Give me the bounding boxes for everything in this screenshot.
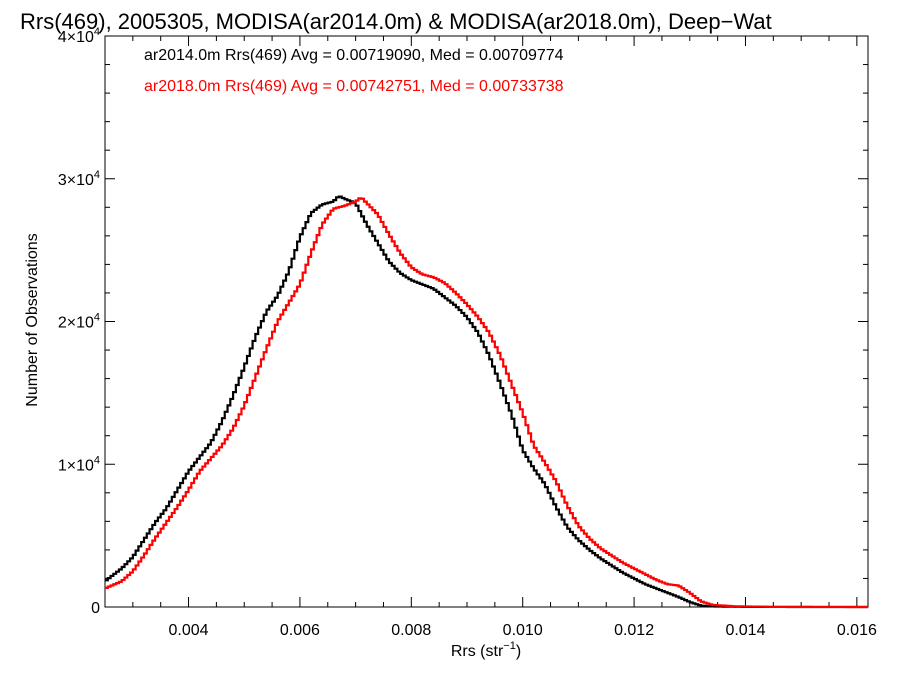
x-axis-label-main: Rrs (str [451,643,504,660]
chart-title: Rrs(469), 2005305, MODISA(ar2014.0m) & M… [20,9,772,34]
x-axis-label: Rrs (str−1) [451,640,521,660]
y-tick-label-exponent: 4 [94,312,100,324]
y-tick-label: 4×104 [58,26,100,46]
y-tick-label: 0 [91,600,100,617]
y-tick-label-text: 4×10 [58,29,94,46]
x-tick-label: 0.004 [169,622,209,639]
x-tick-label: 0.008 [391,622,431,639]
series-group [105,195,868,609]
y-tick-label-text: 1×10 [58,457,94,474]
x-axis: 0.004 0.006 0.008 0.010 0.012 0.014 0.016 [132,36,877,639]
y-tick-label-text: 2×10 [58,315,94,332]
y-tick-label: 2×104 [58,312,100,332]
x-tick-label: 0.016 [837,622,877,639]
x-tick-label: 0.006 [280,622,320,639]
y-tick-label-text: 0 [91,600,100,617]
y-tick-label-exponent: 4 [94,26,100,38]
y-axis-label: Number of Observations [24,233,41,406]
x-axis-label-superscript: −1 [503,640,516,652]
y-tick-label-exponent: 4 [94,454,100,466]
legend-stats-ar2014: ar2014.0m Rrs(469) Avg = 0.00719090, Med… [144,47,564,64]
x-tick-label: 0.012 [614,622,654,639]
legend-stats-ar2018: ar2018.0m Rrs(469) Avg = 0.00742751, Med… [144,78,564,95]
x-tick-label: 0.010 [503,622,543,639]
series-line-ar2014.0m [105,195,868,609]
x-axis-label-close: ) [516,643,521,660]
x-tick-label: 0.014 [725,622,765,639]
y-tick-label: 1×104 [58,454,100,474]
y-tick-label: 3×104 [58,169,100,189]
series-line-ar2018.0m [105,197,868,609]
plot-frame [104,35,869,608]
y-tick-label-exponent: 4 [94,169,100,181]
y-tick-label-text: 3×10 [58,172,94,189]
